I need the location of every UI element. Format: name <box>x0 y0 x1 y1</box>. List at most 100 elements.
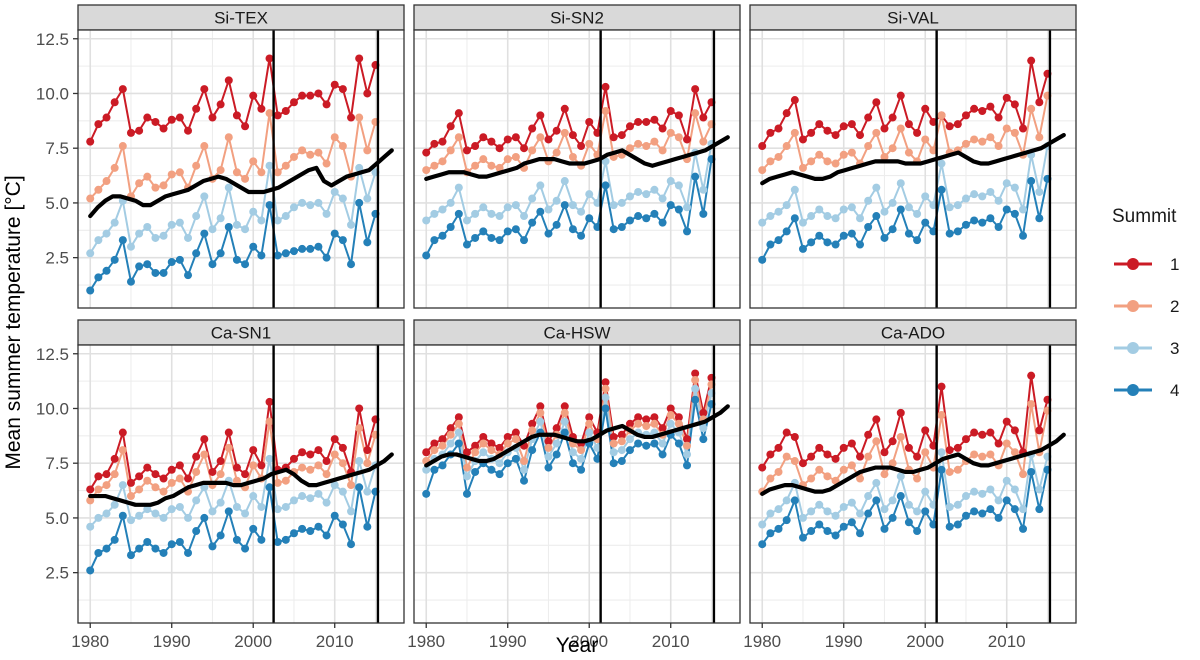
series-point-summit-3 <box>330 481 339 490</box>
legend-item-summit-2[interactable]: 2 <box>1114 297 1179 316</box>
series-point-summit-4 <box>782 227 791 236</box>
series-point-summit-4 <box>970 507 979 516</box>
series-point-summit-4 <box>880 524 889 533</box>
series-point-summit-1 <box>978 106 987 115</box>
series-point-summit-4 <box>970 216 979 225</box>
series-point-summit-4 <box>355 198 364 207</box>
series-point-summit-2 <box>634 419 643 428</box>
series-point-summit-4 <box>273 251 282 260</box>
legend-key-point <box>1127 300 1139 312</box>
series-point-summit-4 <box>856 529 865 538</box>
series-point-summit-3 <box>1019 505 1028 514</box>
series-point-summit-2 <box>642 142 651 151</box>
series-point-summit-2 <box>241 174 250 183</box>
series-point-summit-2 <box>314 148 323 157</box>
series-point-summit-3 <box>953 201 962 210</box>
facet-panel-si-tex: Si-TEX 2.5 5.0 7.5 10.0 12.5 <box>36 4 405 309</box>
series-point-summit-4 <box>609 459 618 468</box>
series-point-summit-4 <box>422 251 431 260</box>
series-point-summit-2 <box>175 168 184 177</box>
series-point-summit-1 <box>798 459 807 468</box>
series-point-summit-2 <box>322 470 331 479</box>
series-point-summit-1 <box>167 465 176 474</box>
series-point-summit-3 <box>683 203 692 212</box>
series-point-summit-1 <box>642 117 651 126</box>
series-point-summit-2 <box>422 166 431 175</box>
series-point-summit-2 <box>471 448 480 457</box>
series-point-summit-4 <box>945 229 954 238</box>
series-point-summit-2 <box>446 146 455 155</box>
series-point-summit-2 <box>528 146 537 155</box>
series-point-summit-1 <box>289 98 298 107</box>
series-point-summit-1 <box>135 126 144 135</box>
series-point-summit-1 <box>281 106 290 115</box>
series-point-summit-4 <box>322 531 331 540</box>
series-point-summit-4 <box>151 268 160 277</box>
legend-item-summit-4[interactable]: 4 <box>1114 381 1179 400</box>
series-point-summit-2 <box>945 467 954 476</box>
series-point-summit-4 <box>658 450 667 459</box>
panel-data <box>422 345 730 623</box>
series-point-summit-1 <box>896 91 905 100</box>
series-point-summit-2 <box>577 446 586 455</box>
legend-item-summit-3[interactable]: 3 <box>1114 339 1179 358</box>
series-point-summit-1 <box>347 113 356 122</box>
series-point-summit-1 <box>126 128 135 137</box>
series-point-summit-4 <box>544 229 553 238</box>
series-point-summit-4 <box>151 544 160 553</box>
series-point-summit-2 <box>314 461 323 470</box>
series-point-summit-1 <box>265 397 274 406</box>
series-point-summit-1 <box>241 470 250 479</box>
series-point-summit-2 <box>823 157 832 166</box>
series-point-summit-4 <box>184 548 193 557</box>
series-point-summit-1 <box>601 82 610 91</box>
series-point-summit-1 <box>1019 124 1028 133</box>
series-point-summit-4 <box>184 271 193 280</box>
series-point-summit-4 <box>847 229 856 238</box>
series-point-summit-1 <box>798 135 807 144</box>
series-point-summit-2 <box>839 465 848 474</box>
series-point-summit-3 <box>454 183 463 192</box>
series-point-summit-2 <box>200 450 209 459</box>
series-point-summit-1 <box>856 131 865 140</box>
series-point-summit-3 <box>86 249 95 258</box>
series-point-summit-3 <box>658 439 667 448</box>
facet-strip-si-sn2 <box>413 4 741 31</box>
series-point-summit-1 <box>625 419 634 428</box>
series-point-summit-3 <box>273 216 282 225</box>
series-point-summit-2 <box>888 459 897 468</box>
series-point-summit-2 <box>970 450 979 459</box>
series-point-summit-3 <box>831 214 840 223</box>
series-point-summit-4 <box>257 251 266 260</box>
series-point-summit-2 <box>265 417 274 426</box>
series-point-summit-3 <box>126 516 135 525</box>
series-point-summit-2 <box>593 150 602 159</box>
series-point-summit-2 <box>953 465 962 474</box>
series-point-summit-4 <box>904 229 913 238</box>
series-point-summit-1 <box>249 91 258 100</box>
series-point-summit-2 <box>674 419 683 428</box>
series-point-summit-1 <box>766 450 775 459</box>
legend-item-summit-1[interactable]: 1 <box>1114 255 1179 274</box>
series-point-summit-4 <box>782 516 791 525</box>
series-point-summit-4 <box>363 238 372 247</box>
series-point-summit-4 <box>913 527 922 536</box>
series-point-summit-2 <box>151 483 160 492</box>
series-point-summit-1 <box>314 446 323 455</box>
series-point-summit-1 <box>609 133 618 142</box>
series-point-summit-3 <box>536 181 545 190</box>
series-point-summit-2 <box>650 419 659 428</box>
series-point-summit-4 <box>438 231 447 240</box>
series-point-summit-4 <box>289 247 298 256</box>
series-point-summit-2 <box>585 139 594 148</box>
series-point-summit-1 <box>430 439 439 448</box>
series-point-summit-1 <box>880 448 889 457</box>
series-point-summit-3 <box>273 505 282 514</box>
series-point-summit-4 <box>904 518 913 527</box>
series-point-summit-2 <box>790 457 799 466</box>
series-point-summit-3 <box>823 212 832 221</box>
series-point-summit-3 <box>118 481 127 490</box>
series-point-summit-4 <box>355 483 364 492</box>
series-point-summit-2 <box>192 467 201 476</box>
series-point-summit-4 <box>273 538 282 547</box>
